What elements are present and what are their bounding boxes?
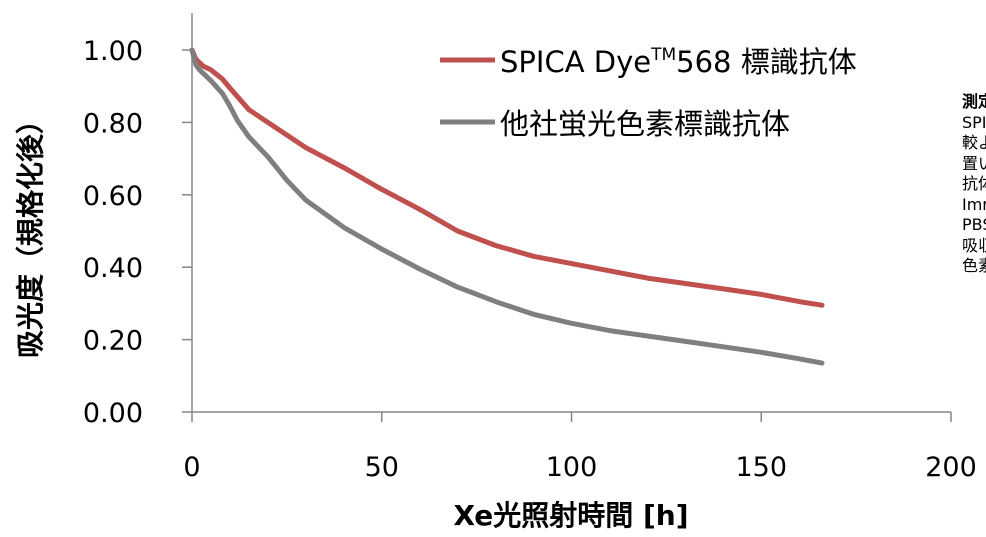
notes-line: 吸収	[962, 235, 986, 255]
y-tick-label: 0.20	[83, 326, 143, 357]
series-line-spica	[189, 47, 825, 308]
series-line-other	[189, 47, 825, 366]
y-tick-label: 0.80	[83, 108, 143, 139]
measurement-notes: 測定 SPI較よ置い抗体ImrPBS吸収色素	[962, 92, 986, 277]
x-tick-label: 50	[365, 452, 399, 483]
notes-line: Imr	[962, 194, 986, 214]
y-tick-label: 0.40	[83, 253, 143, 284]
x-tick-label: 200	[925, 452, 977, 483]
x-tick-label: 0	[183, 452, 200, 483]
legend-label-other: 他社蛍光色素標識抗体	[500, 107, 790, 141]
x-tick-label: 100	[546, 452, 598, 483]
x-tick-label: 150	[735, 452, 787, 483]
notes-line: 置い	[962, 153, 986, 173]
legend-label-spica-main: SPICA Dye	[500, 45, 651, 79]
notes-line: PBS	[962, 215, 986, 234]
legend: SPICA DyeTM568 標識抗体 他社蛍光色素標識抗体	[440, 45, 857, 141]
legend-label-spica: SPICA DyeTM568 標識抗体	[500, 45, 857, 79]
notes-line: 較よ	[962, 133, 986, 152]
ticks: 0.00 0.20 0.40 0.60 0.80 1.00 0 50 100 150 200	[83, 36, 977, 483]
x-axis-label: Xe光照射時間 [h]	[453, 499, 688, 532]
notes-line: SPI	[962, 112, 986, 132]
y-axis-label: 吸光度（規格化後）	[14, 106, 47, 358]
y-tick-label: 1.00	[83, 36, 143, 67]
notes-line: 抗体	[962, 174, 986, 193]
series-lines	[189, 47, 825, 366]
legend-label-spica-tail: 568 標識抗体	[676, 45, 857, 79]
legend-label-spica-tm: TM	[650, 45, 676, 65]
notes-line: 色素	[962, 256, 986, 275]
notes-title: 測定	[962, 92, 986, 111]
y-tick-label: 0.00	[83, 398, 143, 429]
notes-lines: SPI較よ置い抗体ImrPBS吸収色素	[962, 113, 986, 277]
y-tick-label: 0.60	[83, 181, 143, 212]
